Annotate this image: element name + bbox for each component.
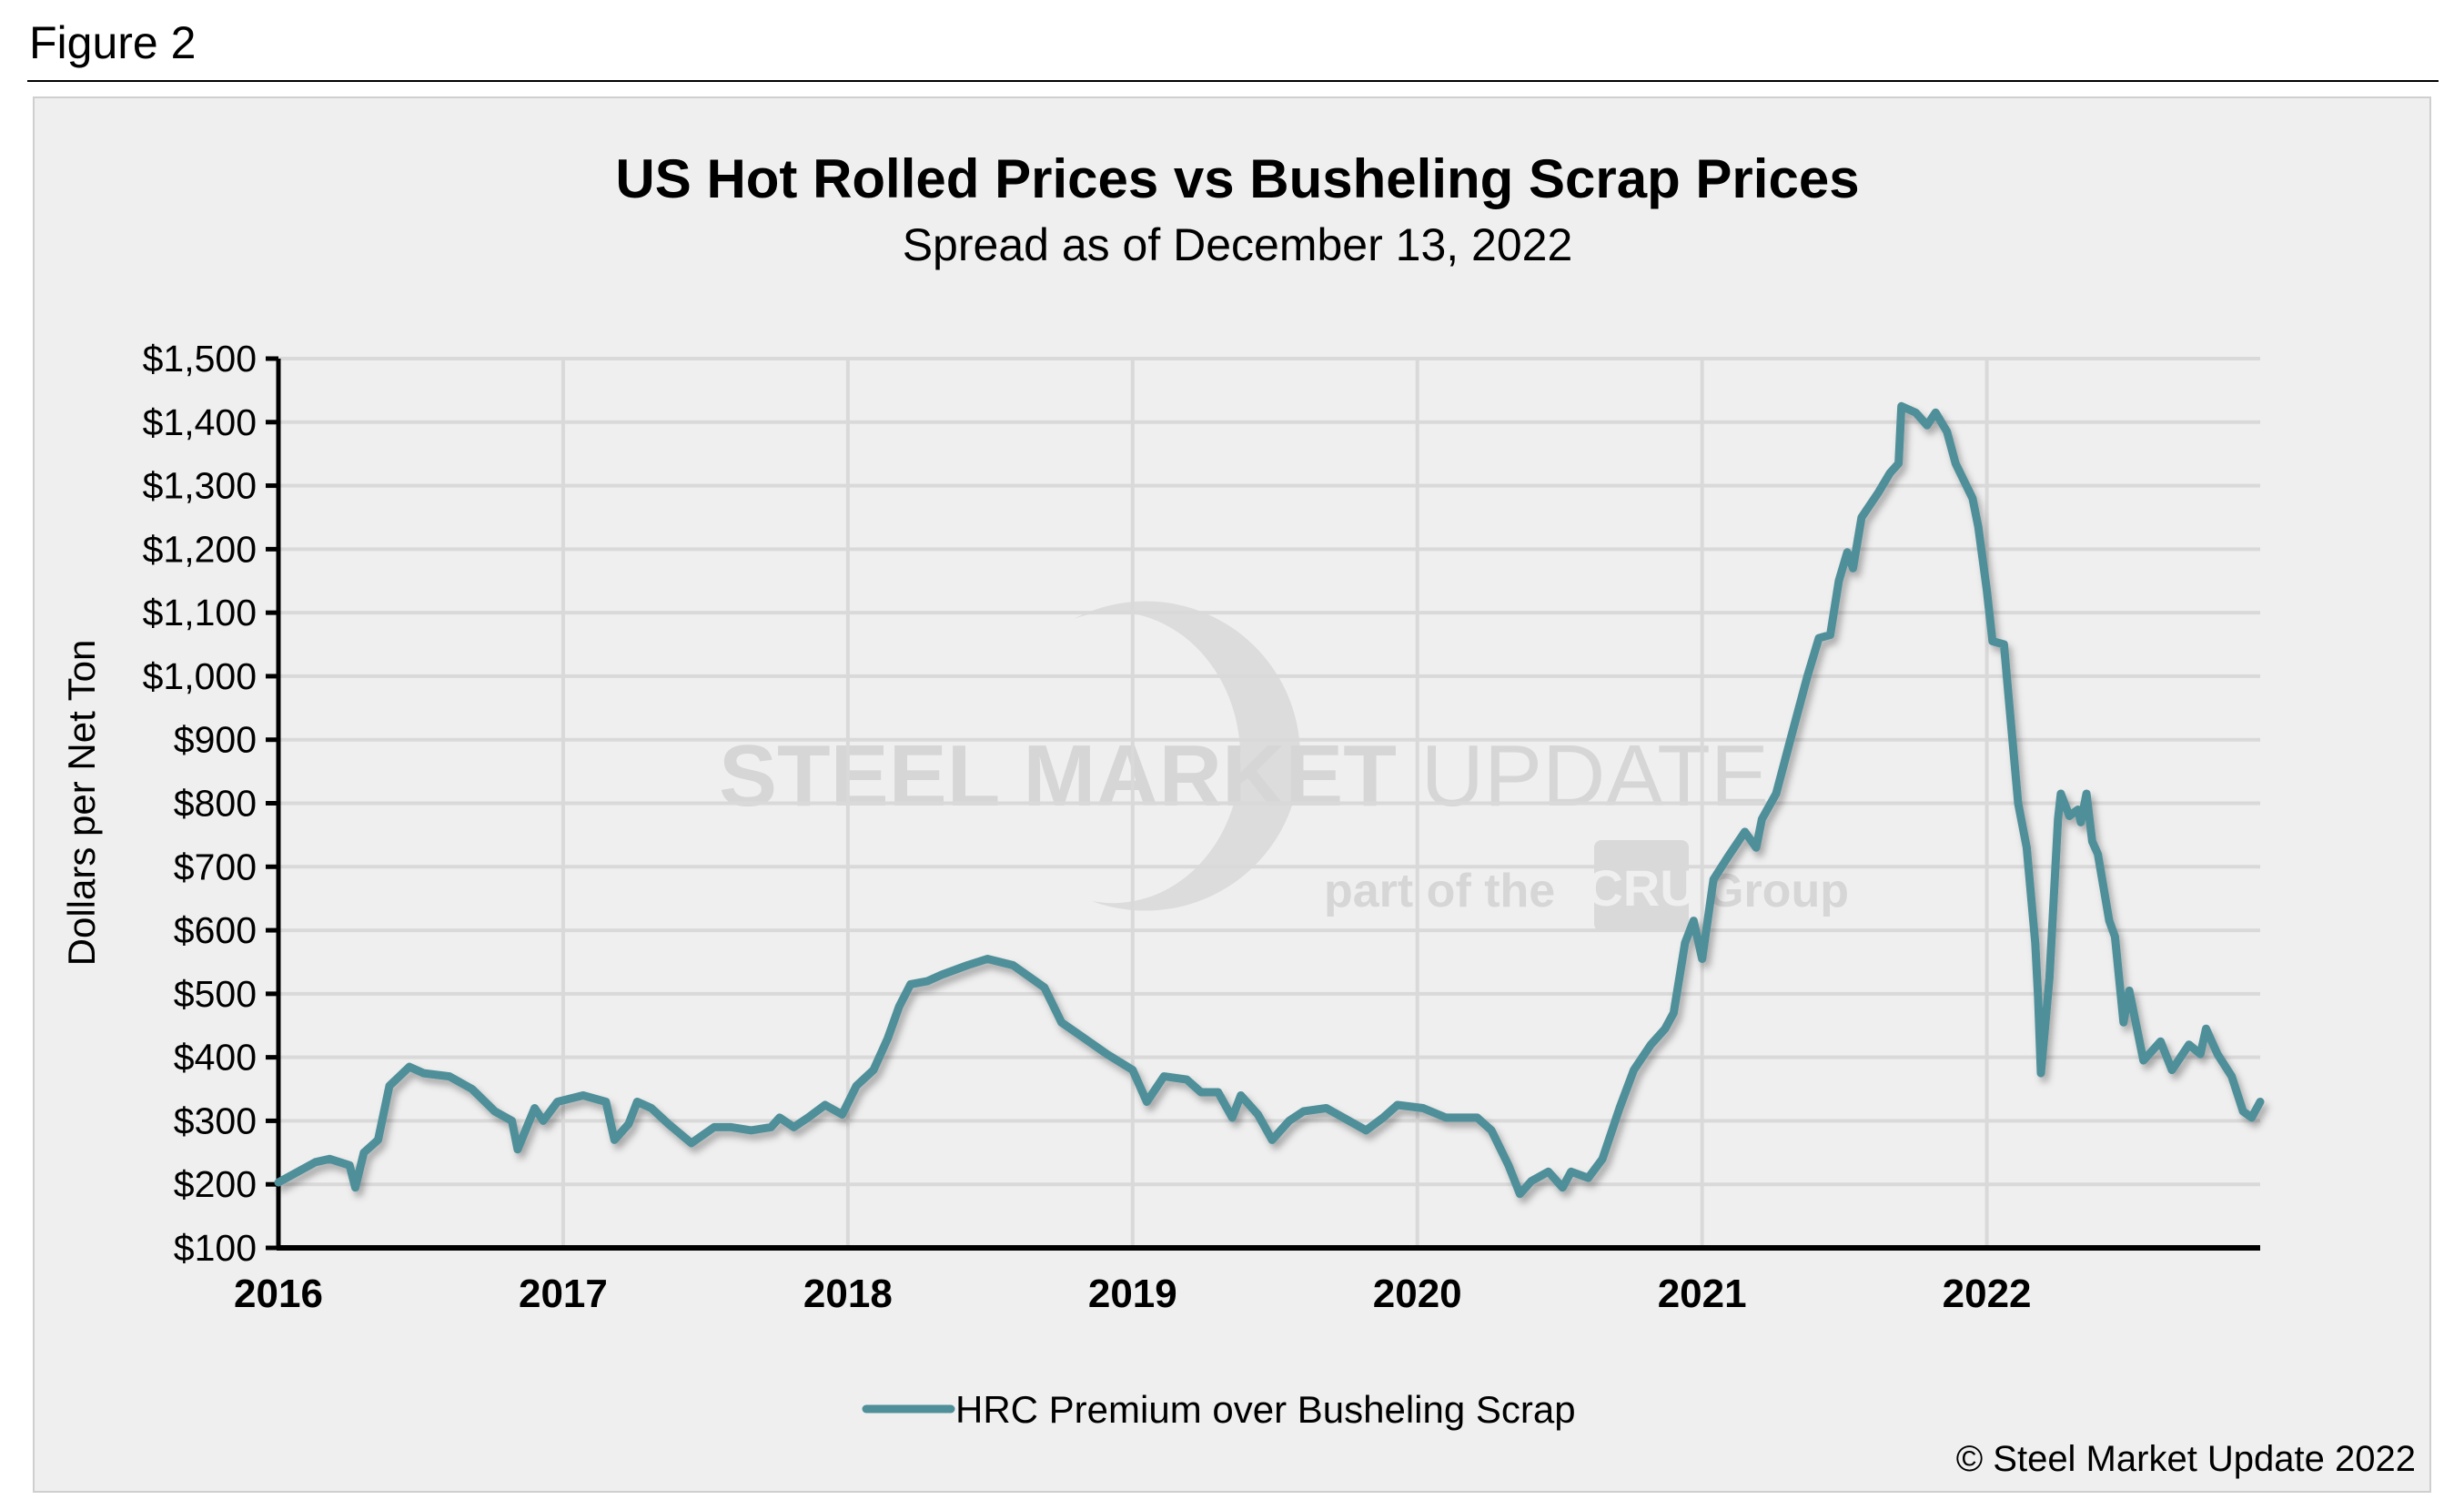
copyright: © Steel Market Update 2022 <box>1956 1439 2416 1479</box>
y-tick-label: $1,000 <box>143 655 257 697</box>
y-tick-label: $1,100 <box>143 592 257 633</box>
y-tick-label: $600 <box>174 909 257 951</box>
x-tick-label: 2017 <box>519 1272 608 1316</box>
figure-label: Figure 2 <box>29 17 197 68</box>
x-tick-label: 2019 <box>1088 1272 1177 1316</box>
y-tick-label: $200 <box>174 1163 257 1205</box>
svg-text:STEEL MARKET UPDATE: STEEL MARKET UPDATE <box>719 727 1769 825</box>
chart-panel <box>33 96 2431 1493</box>
watermark-arc <box>1074 601 1300 911</box>
legend-label: HRC Premium over Busheling Scrap <box>955 1388 1576 1431</box>
x-tick-label: 2021 <box>1658 1272 1747 1316</box>
x-tick-label: 2020 <box>1373 1272 1462 1316</box>
watermark-text-bold: STEEL MARKET <box>719 727 1397 825</box>
watermark-text-light: UPDATE <box>1421 727 1769 825</box>
y-tick-label: $800 <box>174 783 257 825</box>
watermark-cru: CRU <box>1586 859 1696 917</box>
x-tick-label: 2022 <box>1943 1272 2032 1316</box>
chart-subtitle: Spread as of December 13, 2022 <box>903 219 1573 270</box>
y-tick-label: $1,300 <box>143 465 257 507</box>
x-tick-label: 2018 <box>803 1272 893 1316</box>
y-axis-label: Dollars per Net Ton <box>60 640 103 967</box>
watermark-cru-box <box>1594 840 1689 931</box>
figure-divider <box>27 80 2439 82</box>
watermark-group: Group <box>1707 865 1849 917</box>
chart-title: US Hot Rolled Prices vs Busheling Scrap … <box>615 148 1859 209</box>
y-tick-label: $400 <box>174 1037 257 1079</box>
watermark-part-of: part of the <box>1324 865 1555 917</box>
y-tick-label: $900 <box>174 719 257 761</box>
y-tick-label: $1,400 <box>143 401 257 443</box>
y-tick-label: $1,200 <box>143 528 257 570</box>
y-tick-label: $100 <box>174 1227 257 1269</box>
series-line <box>274 401 2265 1199</box>
legend: HRC Premium over Busheling Scrap <box>862 1388 1576 1431</box>
y-tick-label: $1,500 <box>143 338 257 380</box>
y-tick-label: $700 <box>174 846 257 887</box>
watermark-logo: STEEL MARKET UPDATE part of the CRU Grou… <box>719 601 1849 931</box>
x-tick-label: 2016 <box>234 1272 323 1316</box>
y-tick-label: $500 <box>174 973 257 1015</box>
y-tick-label: $300 <box>174 1100 257 1141</box>
